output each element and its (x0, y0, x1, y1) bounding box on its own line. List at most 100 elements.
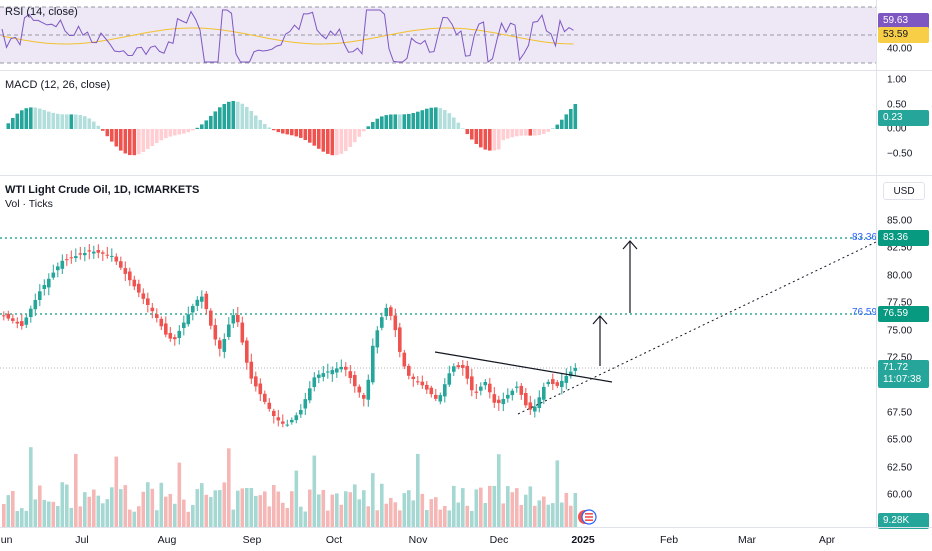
candle-body (398, 327, 402, 352)
macd-bar (425, 109, 429, 129)
volume-bar (362, 490, 366, 527)
volume-bar (254, 496, 258, 527)
time-label: Oct (326, 534, 342, 546)
rsi-pane[interactable]: RSI (14, close) 40.00 59.63 53.59 (0, 0, 932, 70)
volume-bar (79, 506, 83, 527)
time-axis[interactable]: Jun Jul Aug Sep Oct Nov Dec 2025 Feb Mar… (0, 527, 932, 551)
candle-body (461, 365, 465, 368)
volume-bar (412, 500, 416, 527)
macd-bar (137, 129, 141, 154)
candle-body (313, 377, 317, 387)
price-pane[interactable]: WTI Light Crude Oil, 1D, ICMARKETS Vol ·… (0, 176, 932, 527)
volume-bar (173, 504, 177, 527)
volume-bar (2, 504, 6, 527)
candle-body (448, 373, 452, 384)
macd-bar (335, 129, 339, 155)
volume-bar (7, 495, 11, 527)
volume-bar (565, 493, 569, 527)
macd-bar (133, 129, 137, 155)
candle-body (475, 392, 479, 393)
candle-body (502, 399, 506, 404)
volume-bar (88, 497, 92, 527)
candle-body (83, 253, 87, 255)
candle-body (362, 395, 366, 399)
candle-body (196, 300, 200, 306)
macd-bar (497, 129, 501, 150)
volume-legend[interactable]: Vol · Ticks (5, 198, 53, 210)
price-scale[interactable]: USD 85.00 82.50 80.00 77.50 75.00 72.50 … (876, 176, 932, 527)
volume-bar (200, 483, 204, 527)
candle-body (79, 253, 83, 254)
price-plot[interactable]: WTI Light Crude Oil, 1D, ICMARKETS Vol ·… (0, 176, 876, 527)
volume-bar (331, 495, 335, 527)
volume-bar (511, 492, 515, 527)
candle-body (2, 315, 6, 316)
price-tick: 65.00 (887, 435, 912, 446)
candle-body (218, 340, 222, 349)
macd-plot[interactable]: MACD (12, 26, close) (0, 71, 876, 175)
volume-bar (389, 498, 393, 527)
macd-bar (97, 126, 101, 129)
macd-bar (74, 115, 78, 130)
candle-body (443, 384, 447, 396)
macd-bar (173, 129, 177, 135)
macd-bar (574, 104, 578, 129)
symbol-title[interactable]: WTI Light Crude Oil, 1D, ICMARKETS (5, 184, 199, 196)
macd-bar (322, 129, 326, 152)
volume-bar (394, 502, 398, 527)
macd-bar (529, 129, 533, 136)
candle-body (88, 250, 92, 251)
candle-body (421, 382, 425, 386)
candle-body (101, 252, 105, 253)
volume-bar (20, 508, 24, 527)
macd-bar (34, 108, 38, 129)
macd-bar (259, 120, 263, 129)
macd-bar (25, 108, 29, 129)
macd-bar (106, 129, 110, 136)
macd-bar (358, 129, 362, 137)
candle-body (182, 323, 186, 328)
volume-bar (205, 495, 209, 527)
candle-body (317, 375, 321, 378)
macd-bar (227, 102, 231, 129)
volume-bar (542, 497, 546, 528)
price-tick: 60.00 (887, 490, 912, 501)
macd-bar (353, 129, 357, 142)
candle-body (457, 365, 461, 367)
macd-bar (236, 102, 240, 129)
volume-bar (524, 495, 528, 527)
candle-body (376, 330, 380, 347)
macd-price-scale[interactable]: 1.00 0.50 0.00 −0.50 0.23 (876, 71, 932, 175)
rsi-chart (0, 0, 876, 70)
macd-bar (38, 109, 42, 129)
us-flag-icon[interactable] (577, 509, 597, 525)
macd-bar (556, 125, 560, 129)
macd-bar (250, 111, 254, 129)
volume-bar (92, 490, 96, 528)
macd-bar (470, 129, 474, 140)
volume-bar (133, 512, 137, 527)
currency-selector[interactable]: USD (883, 182, 925, 200)
candle-body (430, 388, 434, 395)
macd-chart (0, 71, 876, 175)
volume-bar (322, 490, 326, 527)
macd-bar (493, 129, 497, 150)
rsi-price-scale[interactable]: 40.00 59.63 53.59 (876, 0, 932, 70)
candle-body (524, 393, 528, 405)
candle-body (47, 279, 51, 288)
candle-body (214, 325, 218, 339)
macd-bar (560, 120, 564, 129)
time-label: Jun (0, 534, 12, 546)
macd-bar (434, 107, 438, 129)
volume-bar (277, 492, 281, 528)
candle-body (542, 387, 546, 400)
macd-bar (515, 129, 519, 136)
macd-bar (101, 129, 105, 131)
macd-pane[interactable]: MACD (12, 26, close) 1.00 0.50 0.00 −0.5… (0, 71, 932, 175)
flag-glyph (577, 509, 597, 525)
volume-bar (398, 510, 402, 527)
rsi-plot[interactable]: RSI (14, close) (0, 0, 876, 70)
volume-bar (448, 510, 452, 527)
macd-bar (52, 113, 56, 129)
candle-body (250, 362, 254, 379)
